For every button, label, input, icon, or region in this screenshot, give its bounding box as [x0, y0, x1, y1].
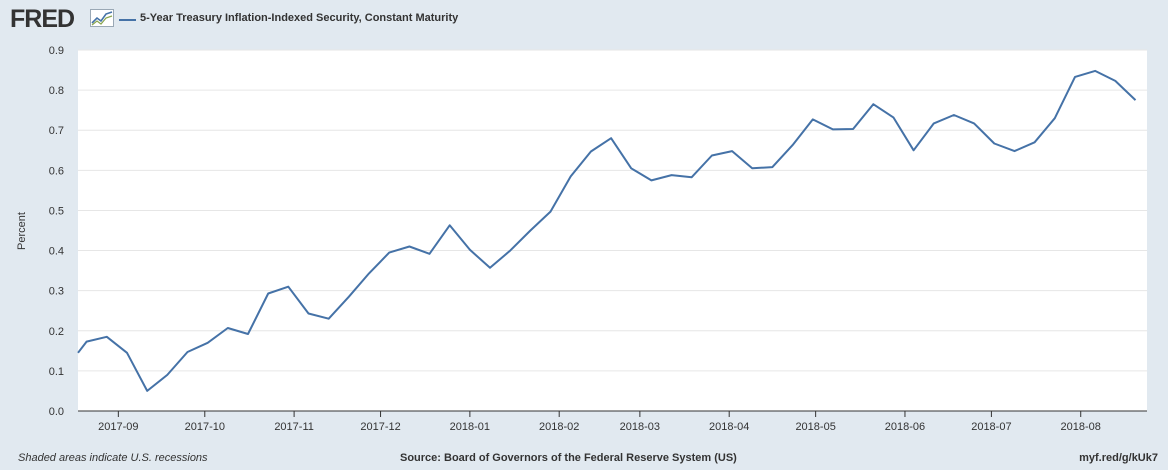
data-point[interactable]: [609, 136, 614, 141]
data-point[interactable]: [326, 316, 331, 321]
y-tick-label: 0.9: [49, 45, 64, 57]
data-point[interactable]: [447, 223, 452, 228]
data-point[interactable]: [1093, 68, 1098, 73]
data-point[interactable]: [689, 175, 694, 180]
data-point[interactable]: [205, 340, 210, 345]
data-point[interactable]: [165, 372, 170, 377]
data-point[interactable]: [568, 174, 573, 179]
y-tick-label: 0.4: [49, 246, 64, 258]
line-chart-icon: [90, 9, 114, 27]
data-point[interactable]: [911, 148, 916, 153]
data-point[interactable]: [367, 271, 372, 276]
data-point[interactable]: [306, 311, 311, 316]
y-tick-label: 0.5: [49, 205, 64, 217]
x-tick-label: 2018-02: [539, 421, 579, 433]
x-tick-label: 2018-08: [1061, 421, 1101, 433]
data-point[interactable]: [528, 228, 533, 233]
data-point[interactable]: [467, 247, 472, 252]
y-tick-label: 0.0: [49, 406, 64, 418]
y-tick-label: 0.8: [49, 85, 64, 97]
data-point[interactable]: [972, 121, 977, 126]
x-tick-label: 2018-04: [709, 421, 749, 433]
series: [76, 68, 1138, 393]
y-axis-label: Percent: [16, 212, 28, 250]
data-point[interactable]: [1072, 74, 1077, 79]
y-tick-label: 0.7: [49, 125, 64, 137]
legend-series-name[interactable]: 5-Year Treasury Inflation-Indexed Securi…: [140, 12, 459, 24]
x-axis: 2017-09 2017-10 2017-11 2017-12 2018-01 2018-…: [78, 410, 1147, 433]
y-tick-label: 0.2: [49, 326, 64, 338]
data-point[interactable]: [851, 127, 856, 132]
y-tick-label: 0.6: [49, 165, 64, 177]
series-line: [77, 69, 1137, 392]
data-point[interactable]: [931, 121, 936, 126]
data-point[interactable]: [1012, 149, 1017, 154]
data-point[interactable]: [286, 284, 291, 289]
x-tick-label: 2017-10: [185, 421, 225, 433]
data-point[interactable]: [84, 339, 89, 344]
data-point[interactable]: [145, 388, 150, 393]
plot-area: [78, 50, 1147, 411]
data-point[interactable]: [124, 350, 129, 355]
x-tick-label: 2017-11: [274, 421, 314, 433]
data-point[interactable]: [830, 127, 835, 132]
fred-logo[interactable]: FRED: [10, 5, 75, 33]
y-axis: 0.0 0.1 0.2 0.3 0.4 0.5 0.6 0.7 0.8 0.9: [49, 45, 64, 418]
x-tick-label: 2018-07: [971, 421, 1011, 433]
x-tick-label: 2018-05: [795, 421, 835, 433]
data-point[interactable]: [225, 325, 230, 330]
y-tick-label: 0.1: [49, 366, 64, 378]
x-tick-label: 2018-01: [450, 421, 490, 433]
data-point[interactable]: [992, 141, 997, 146]
data-point[interactable]: [185, 350, 190, 355]
data-point[interactable]: [588, 149, 593, 154]
data-point[interactable]: [407, 244, 412, 249]
data-point[interactable]: [770, 165, 775, 170]
data-point[interactable]: [1052, 116, 1057, 121]
data-point[interactable]: [649, 178, 654, 183]
data-point[interactable]: [104, 334, 109, 339]
x-tick-label: 2017-12: [360, 421, 400, 433]
data-point[interactable]: [730, 149, 735, 154]
data-point[interactable]: [246, 331, 251, 336]
data-point[interactable]: [508, 248, 513, 253]
source-note: Source: Board of Governors of the Federa…: [400, 452, 737, 464]
gridlines: [78, 49, 1147, 372]
data-point[interactable]: [548, 209, 553, 214]
data-point[interactable]: [1113, 78, 1118, 83]
data-point[interactable]: [76, 350, 81, 355]
chart-header: FRED 5-Year Treasury Inflation-Indexed S…: [0, 0, 1168, 40]
data-point[interactable]: [951, 112, 956, 117]
data-point[interactable]: [709, 153, 714, 158]
data-point[interactable]: [790, 143, 795, 148]
y-tick-label: 0.3: [49, 286, 64, 298]
data-point[interactable]: [871, 102, 876, 107]
data-point[interactable]: [669, 173, 674, 178]
data-point[interactable]: [387, 250, 392, 255]
x-tick-label: 2018-03: [620, 421, 660, 433]
data-point[interactable]: [891, 115, 896, 120]
data-point[interactable]: [810, 117, 815, 122]
legend-swatch: [119, 19, 136, 21]
x-tick-label: 2018-06: [885, 421, 925, 433]
data-point[interactable]: [1032, 140, 1037, 145]
data-point[interactable]: [427, 251, 432, 256]
data-point[interactable]: [346, 294, 351, 299]
x-tick-label: 2017-09: [98, 421, 138, 433]
data-point[interactable]: [266, 291, 271, 296]
data-point[interactable]: [488, 265, 493, 270]
data-point[interactable]: [629, 166, 634, 171]
recession-note: Shaded areas indicate U.S. recessions: [18, 452, 208, 464]
data-point[interactable]: [750, 166, 755, 171]
short-url-link[interactable]: myf.red/g/kUk7: [1079, 452, 1158, 464]
data-point[interactable]: [1133, 98, 1138, 103]
